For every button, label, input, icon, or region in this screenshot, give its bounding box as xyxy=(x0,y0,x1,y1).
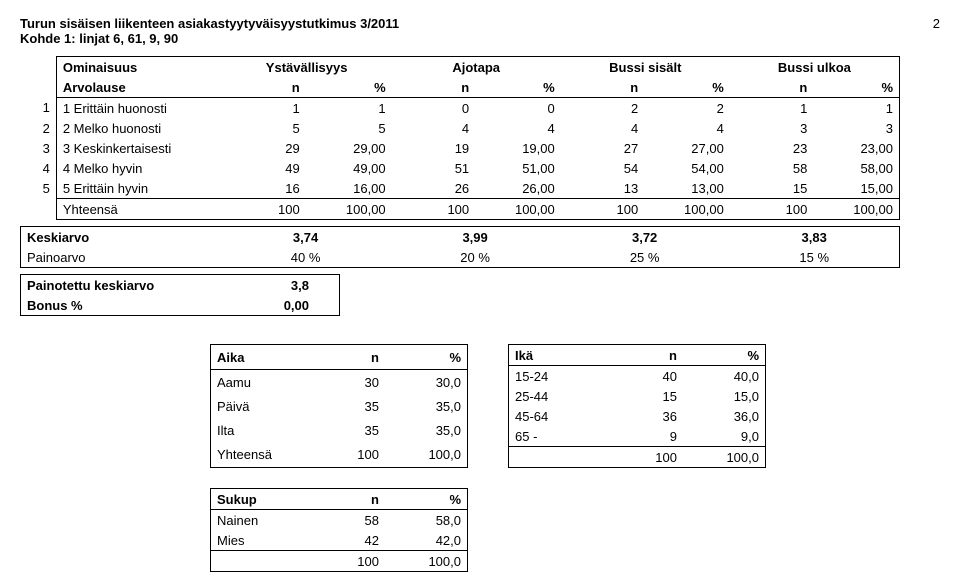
table-row: Ilta 35 35,0 xyxy=(211,419,468,443)
subhead: % xyxy=(475,77,561,98)
table-row: Yhteensä 100 100,0 xyxy=(211,443,468,468)
main-data-table: Ominaisuus Ystävällisyys Ajotapa Bussi s… xyxy=(20,56,900,220)
table-row: Päivä 35 35,0 xyxy=(211,395,468,419)
table-row: 25-44 15 15,0 xyxy=(509,386,766,406)
report-subtitle: Kohde 1: linjat 6, 61, 9, 90 xyxy=(20,31,940,46)
table-row: Nainen 58 58,0 xyxy=(211,510,468,531)
subhead: % xyxy=(813,77,899,98)
keskiarvo-label: Keskiarvo xyxy=(21,227,221,248)
aika-table: Aika n % Aamu 30 30,0 Päivä 35 35,0 Ilta… xyxy=(210,344,468,468)
subhead: n xyxy=(392,77,476,98)
table-row: Mies 42 42,0 xyxy=(211,530,468,551)
arvolause-label: Arvolause xyxy=(56,77,221,98)
table-row: 4 4 Melko hyvin 49 49,00 51 51,00 54 54,… xyxy=(20,158,900,178)
table-row: Aamu 30 30,0 xyxy=(211,370,468,395)
page-number: 2 xyxy=(933,16,940,31)
painoarvo-label: Painoarvo xyxy=(21,247,221,268)
table-row: 45-64 36 36,0 xyxy=(509,406,766,426)
painotettu-table: Painotettu keskiarvo 3,8 Bonus % 0,00 xyxy=(20,274,340,316)
keskiarvo-table: Keskiarvo 3,74 3,99 3,72 3,83 Painoarvo … xyxy=(20,226,900,268)
table-row: 3 3 Keskinkertaisesti 29 29,00 19 19,00 … xyxy=(20,138,900,158)
table-total-row: 100 100,0 xyxy=(211,551,468,572)
group-header: Bussi ulkoa xyxy=(730,57,900,78)
table-row: 5 5 Erittäin hyvin 16 16,00 26 26,00 13 … xyxy=(20,178,900,199)
table-row: 65 - 9 9,0 xyxy=(509,426,766,447)
table-total-row: Yhteensä 100 100,00 100 100,00 100 100,0… xyxy=(20,199,900,220)
group-header: Bussi sisält xyxy=(561,57,730,78)
subhead: n xyxy=(730,77,814,98)
ika-table: Ikä n % 15-24 40 40,0 25-44 15 15,0 45-6… xyxy=(508,344,766,468)
bonus-label: Bonus % xyxy=(21,295,199,316)
group-header: Ajotapa xyxy=(392,57,561,78)
sukup-table: Sukup n % Nainen 58 58,0 Mies 42 42,0 10… xyxy=(210,488,468,572)
subhead: % xyxy=(644,77,730,98)
table-total-row: 100 100,0 xyxy=(509,447,766,468)
subhead: n xyxy=(561,77,645,98)
subhead: % xyxy=(306,77,392,98)
table-row: 2 2 Melko huonosti 5 5 4 4 4 4 3 3 xyxy=(20,118,900,138)
group-header: Ystävällisyys xyxy=(222,57,392,78)
subhead: n xyxy=(222,77,306,98)
table-row: 1 1 Erittäin huonosti 1 1 0 0 2 2 1 1 xyxy=(20,98,900,119)
ominaisuus-label: Ominaisuus xyxy=(56,57,221,78)
painotettu-label: Painotettu keskiarvo xyxy=(21,275,199,296)
report-title: Turun sisäisen liikenteen asiakastyytyvä… xyxy=(20,16,399,31)
table-row: 15-24 40 40,0 xyxy=(509,366,766,387)
